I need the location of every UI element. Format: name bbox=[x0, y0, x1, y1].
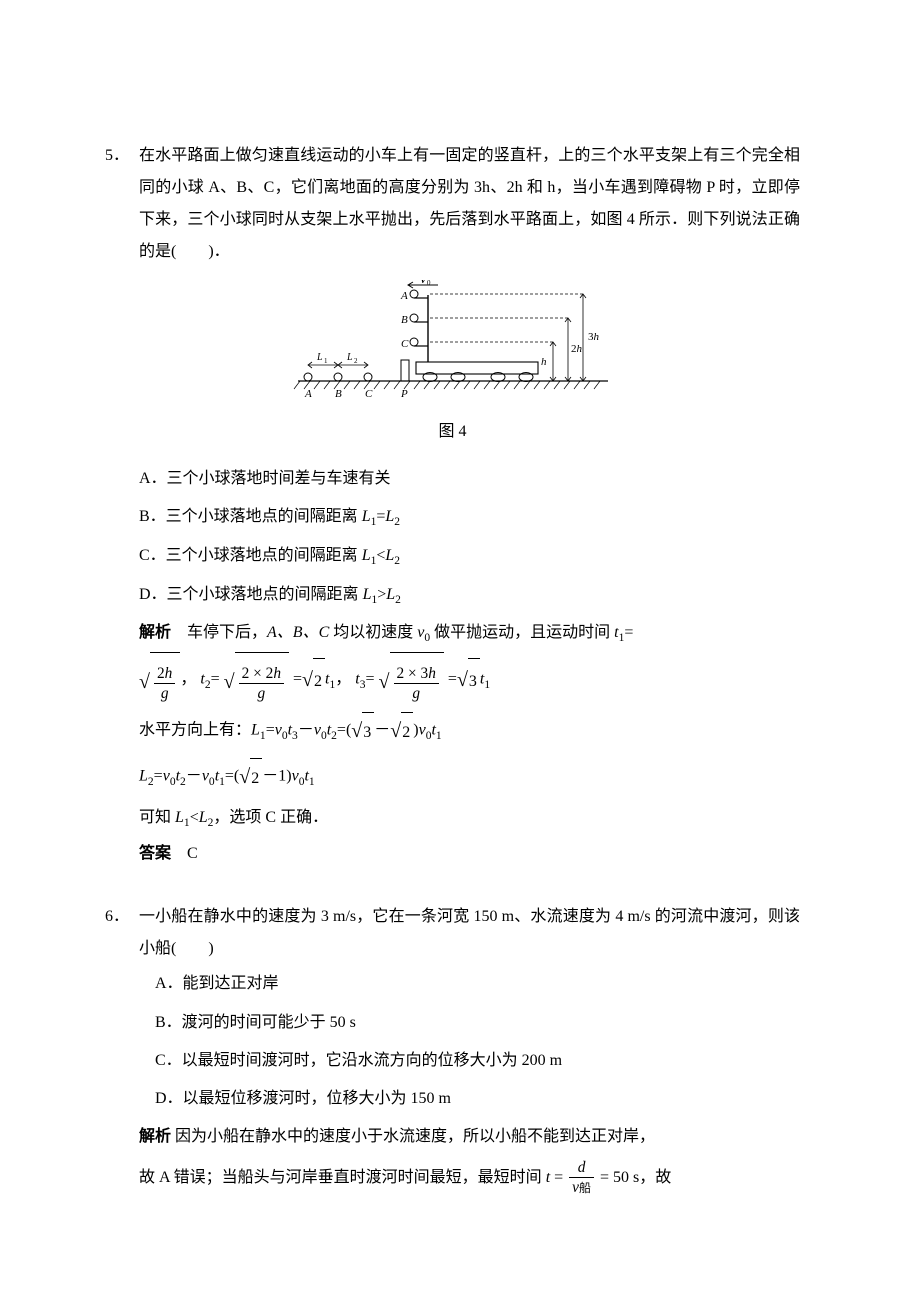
problem-number: 5． bbox=[105, 140, 139, 268]
answer-5: 答案 C bbox=[105, 836, 800, 873]
equation-t1t2t3: √2hg， t2= √2 × 2hg =√2t1， t3= √2 × 3hg =… bbox=[105, 652, 800, 708]
svg-text:L: L bbox=[346, 352, 353, 363]
analysis-5: 解析 车停下后，A、B、C 均以初速度 v0 做平抛运动，且运动时间 t1= bbox=[105, 615, 800, 652]
svg-text:0: 0 bbox=[427, 280, 431, 287]
option-b: B．三个小球落地点的间隔距离 L1=L2 bbox=[139, 498, 800, 537]
analysis-6: 解析 因为小船在静水中的速度小于水流速度，所以小船不能到达正对岸， bbox=[105, 1119, 800, 1156]
svg-text:B: B bbox=[335, 388, 342, 400]
problem-6: 6． 一小船在静水中的速度为 3 m/s，它在一条河宽 150 m、水流速度为 … bbox=[105, 901, 800, 1200]
analysis-label: 解析 bbox=[139, 1128, 171, 1145]
option-d: D．以最短位移渡河时，位移大小为 150 m bbox=[155, 1080, 800, 1118]
option-b: B．渡河的时间可能少于 50 s bbox=[155, 1004, 800, 1042]
problem-number: 6． bbox=[105, 901, 139, 965]
svg-text:3h: 3h bbox=[588, 331, 600, 343]
analysis-label: 解析 bbox=[139, 624, 171, 641]
option-a: A．能到达正对岸 bbox=[155, 965, 800, 1003]
figure-caption: 图 4 bbox=[105, 416, 800, 448]
svg-text:1: 1 bbox=[324, 357, 328, 365]
analysis-horizontal: 水平方向上有：L1=v0t3－v0t2=(√3－√2)v0t1 bbox=[105, 708, 800, 754]
svg-text:2h: 2h bbox=[571, 343, 583, 355]
analysis-conclusion: 可知 L1<L2，选项 C 正确． bbox=[105, 800, 800, 837]
option-list-6: A．能到达正对岸 B．渡河的时间可能少于 50 s C．以最短时间渡河时，它沿水… bbox=[105, 965, 800, 1119]
option-c: C．以最短时间渡河时，它沿水流方向的位移大小为 200 m bbox=[155, 1042, 800, 1080]
svg-text:A: A bbox=[400, 290, 408, 302]
svg-text:C: C bbox=[365, 388, 373, 400]
option-c: C．三个小球落地点的间隔距离 L1<L2 bbox=[139, 537, 800, 576]
svg-text:C: C bbox=[401, 338, 409, 350]
svg-text:A: A bbox=[304, 388, 312, 400]
svg-text:v: v bbox=[421, 280, 426, 286]
analysis-L2: L2=v0t2－v0t1=(√2－1)v0t1 bbox=[105, 754, 800, 800]
option-d: D．三个小球落地点的间隔距离 L1>L2 bbox=[139, 576, 800, 615]
problem-text: 在水平路面上做匀速直线运动的小车上有一固定的竖直杆，上的三个水平支架上有三个完全… bbox=[139, 140, 800, 268]
option-a: A．三个小球落地时间差与车速有关 bbox=[139, 460, 800, 498]
svg-text:2: 2 bbox=[354, 357, 358, 365]
problem-text: 一小船在静水中的速度为 3 m/s，它在一条河宽 150 m、水流速度为 4 m… bbox=[139, 901, 800, 965]
svg-text:P: P bbox=[400, 388, 408, 400]
svg-text:L: L bbox=[316, 352, 323, 363]
problem-5: 5． 在水平路面上做匀速直线运动的小车上有一固定的竖直杆，上的三个水平支架上有三… bbox=[105, 140, 800, 873]
svg-text:B: B bbox=[401, 314, 408, 326]
analysis-6-line2: 故 A 错误；当船头与河岸垂直时渡河时间最短，最短时间 t = dv船 = 50… bbox=[105, 1156, 800, 1201]
figure-4: A B C L 1 L 2 P bbox=[105, 280, 800, 448]
svg-text:h: h bbox=[541, 356, 547, 368]
option-list-5: A．三个小球落地时间差与车速有关 B．三个小球落地点的间隔距离 L1=L2 C．… bbox=[105, 460, 800, 615]
